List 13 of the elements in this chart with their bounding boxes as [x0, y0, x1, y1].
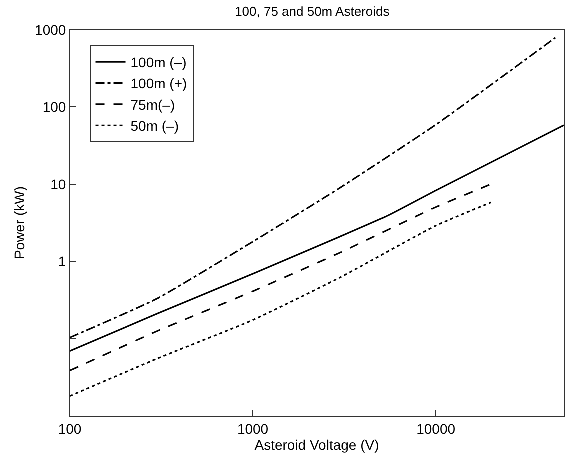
x-tick-label: 10000 [416, 420, 456, 437]
x-axis-title: Asteroid Voltage (V) [254, 437, 380, 454]
legend-label: 75m(–) [130, 96, 176, 113]
y-tick-label: 100 [42, 99, 66, 116]
y-tick-label: 1 [58, 254, 66, 270]
y-tick-label: 10 [50, 176, 66, 192]
legend-label: 50m (–) [130, 118, 179, 134]
chart-title: 100, 75 and 50m Asteroids [235, 4, 390, 20]
legend-label: 100m (–) [130, 54, 187, 70]
y-tick-label: 1000 [35, 22, 66, 38]
legend-label: 100m (+) [130, 76, 188, 92]
x-tick-label: 1000 [237, 420, 269, 437]
y-axis-title: Power (kW) [12, 186, 28, 260]
